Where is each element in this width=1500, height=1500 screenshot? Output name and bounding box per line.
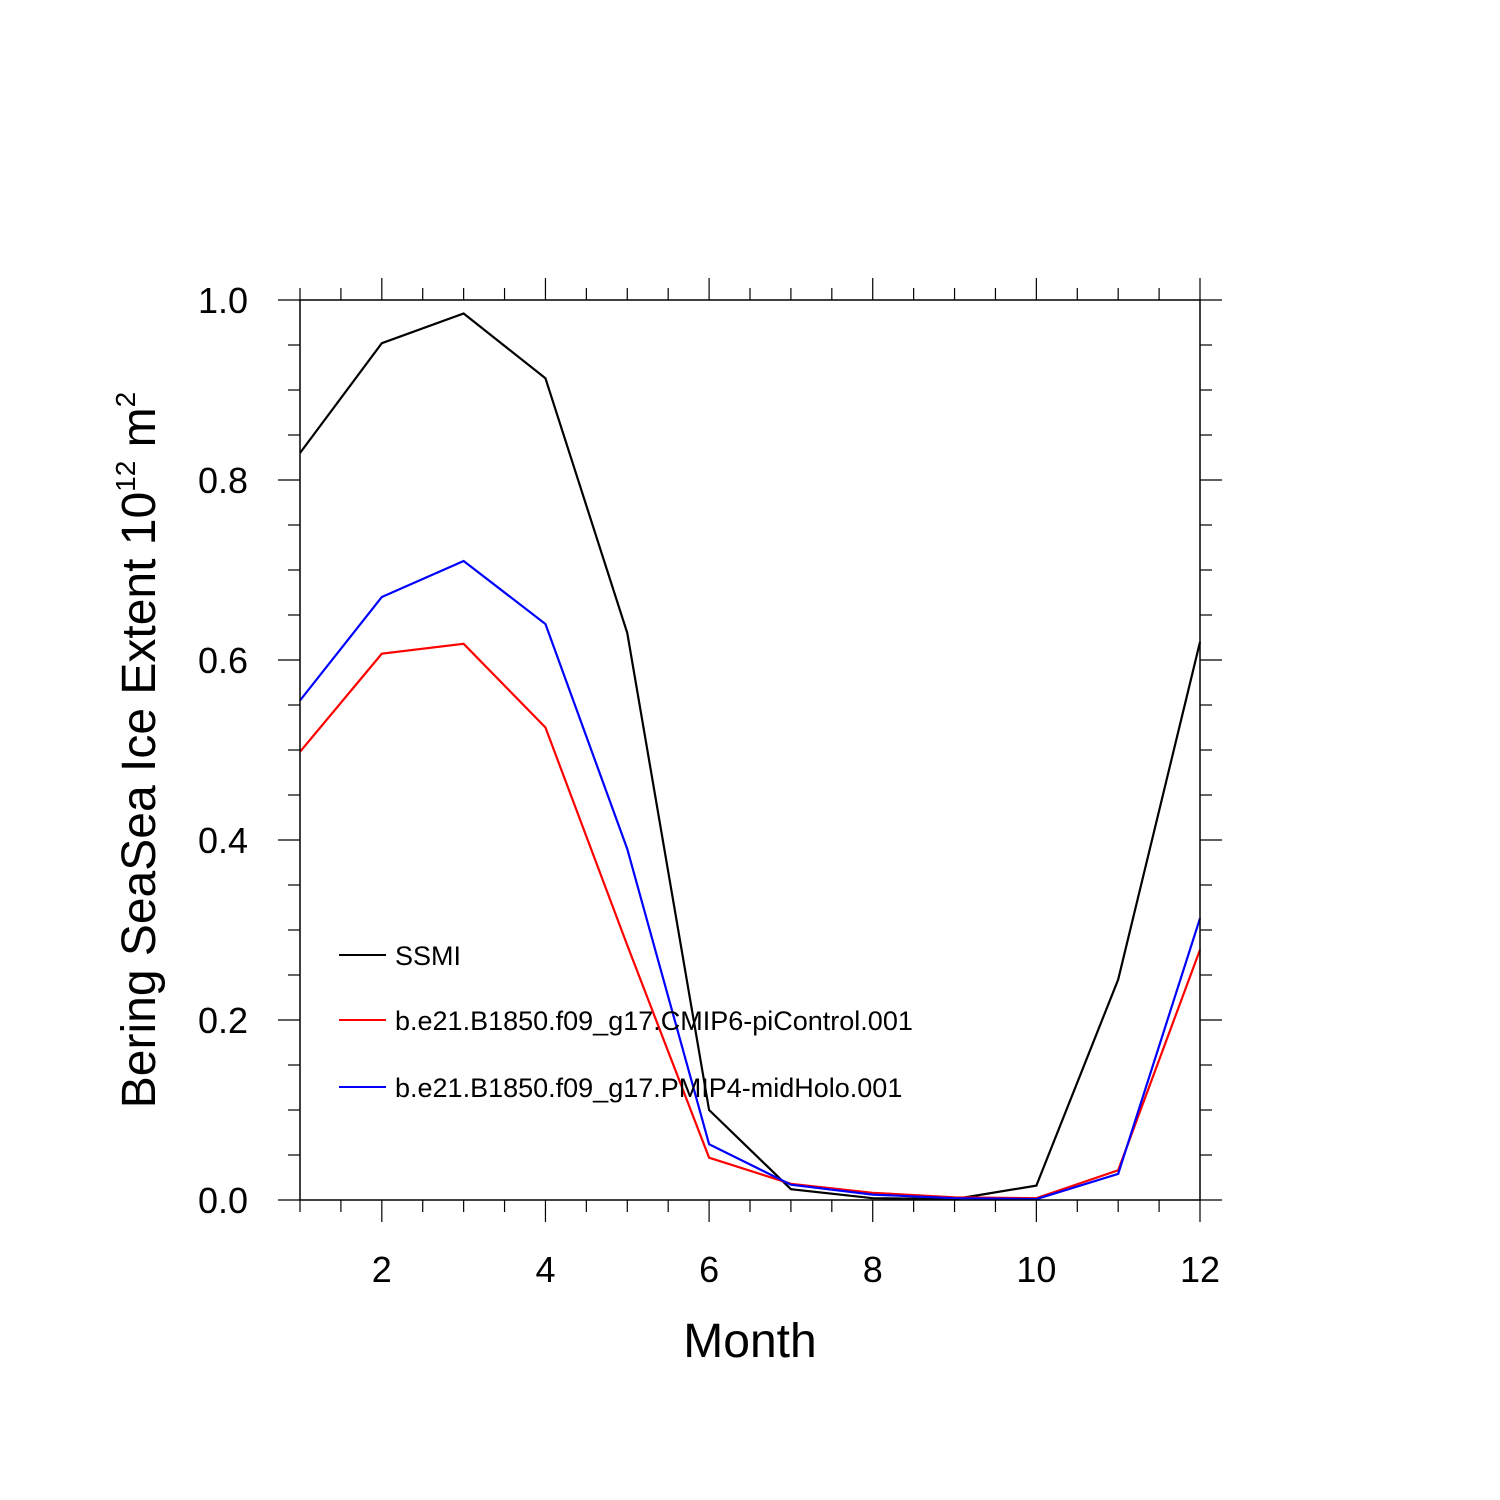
x-tick-label: 2 <box>372 1249 392 1290</box>
series-line-2 <box>299 559 1202 1201</box>
x-tick-label: 4 <box>535 1249 555 1290</box>
axis-ticks <box>278 278 1222 1222</box>
y-tick-label: 1.0 <box>198 280 248 321</box>
y-tick-label: 0.2 <box>198 1000 248 1041</box>
plot-frame <box>299 299 1201 1201</box>
y-tick-label: 0.4 <box>198 820 248 861</box>
legend-label-midholo: b.e21.B1850.f09_g17.PMIP4-midHolo.001 <box>395 1073 902 1103</box>
series-line-1 <box>299 642 1202 1200</box>
y-axis-title: Bering SeaSea Ice Extent 1012 m2 <box>110 392 166 1108</box>
legend: SSMI b.e21.B1850.f09_g17.CMIP6-piControl… <box>339 941 913 1103</box>
y-axis-title-exp1: 12 <box>110 461 141 492</box>
y-axis-title-exp2: 2 <box>110 392 141 408</box>
x-tick-label: 12 <box>1180 1249 1220 1290</box>
legend-label-ssmi: SSMI <box>395 941 461 971</box>
legend-label-picontrol: b.e21.B1850.f09_g17.CMIP6-piControl.001 <box>395 1006 913 1036</box>
series-line-0 <box>299 312 1202 1201</box>
y-tick-label: 0.8 <box>198 460 248 501</box>
x-axis-title: Month <box>683 1315 816 1368</box>
y-tick-label: 0.6 <box>198 640 248 681</box>
x-tick-label: 10 <box>1016 1249 1056 1290</box>
tick-labels: 2 4 6 8 10 12 0.0 0.2 0.4 0.6 0.8 1.0 <box>198 280 1220 1290</box>
x-tick-label: 6 <box>699 1249 719 1290</box>
y-axis-title-unit: m <box>113 407 166 460</box>
x-tick-label: 8 <box>863 1249 883 1290</box>
series-lines <box>299 312 1202 1201</box>
y-tick-label: 0.0 <box>198 1180 248 1221</box>
y-axis-title-main: Bering SeaSea Ice Extent 10 <box>113 492 166 1108</box>
